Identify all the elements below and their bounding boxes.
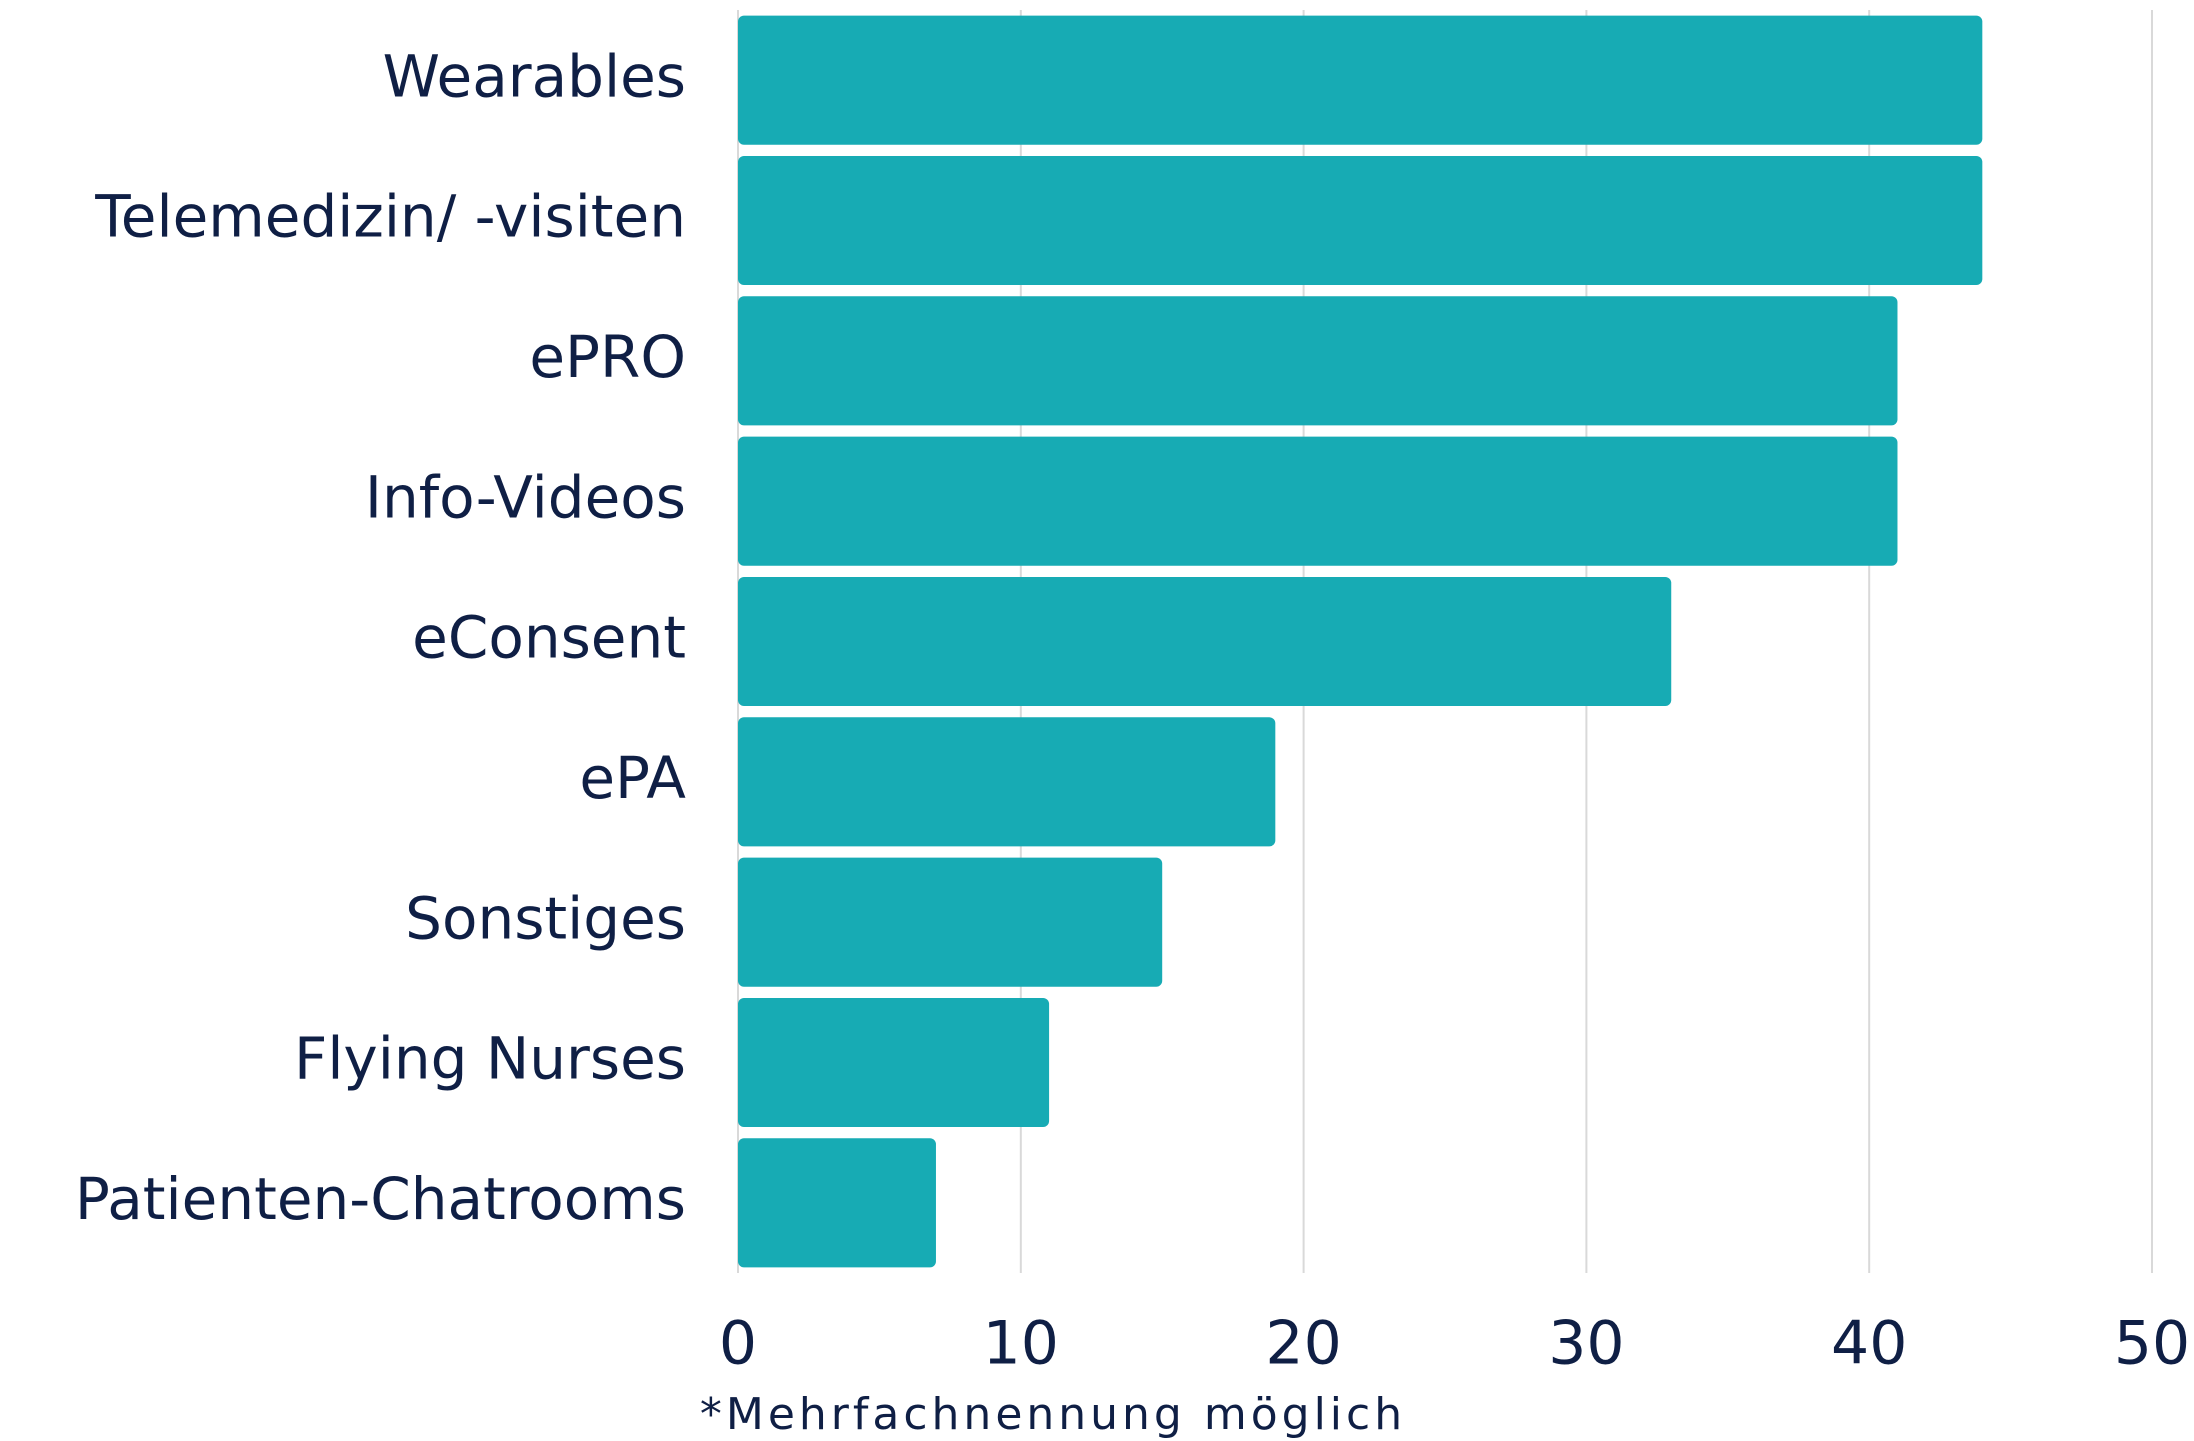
x-tick-label: 0 xyxy=(719,1309,757,1379)
y-tick-label: Wearables xyxy=(383,42,686,110)
x-tick-label: 30 xyxy=(1548,1309,1624,1379)
y-tick-label: Info-Videos xyxy=(365,463,686,531)
bar xyxy=(738,576,1672,707)
y-tick-label: ePRO xyxy=(529,323,686,391)
bar xyxy=(738,997,1050,1128)
bar xyxy=(738,15,1983,145)
y-tick-label: eConsent xyxy=(412,604,686,672)
x-tick-label: 40 xyxy=(1831,1309,1907,1379)
x-tick-label: 20 xyxy=(1265,1309,1341,1379)
bar xyxy=(738,717,1276,847)
footnote: *Mehrfachnennung möglich xyxy=(700,1389,1406,1440)
x-tick-label: 50 xyxy=(2114,1309,2190,1379)
bar xyxy=(738,155,1983,286)
y-tick-label: Sonstiges xyxy=(405,884,686,952)
bar xyxy=(738,296,1898,426)
x-tick-label: 10 xyxy=(983,1309,1059,1379)
y-tick-label: Flying Nurses xyxy=(294,1025,686,1093)
y-tick-label: Telemedizin/ -visiten xyxy=(94,183,686,251)
bar xyxy=(738,436,1898,566)
bar xyxy=(738,1138,936,1268)
y-tick-label: Patienten-Chatrooms xyxy=(75,1165,686,1233)
bar xyxy=(738,857,1163,987)
y-tick-label: ePA xyxy=(579,744,686,812)
